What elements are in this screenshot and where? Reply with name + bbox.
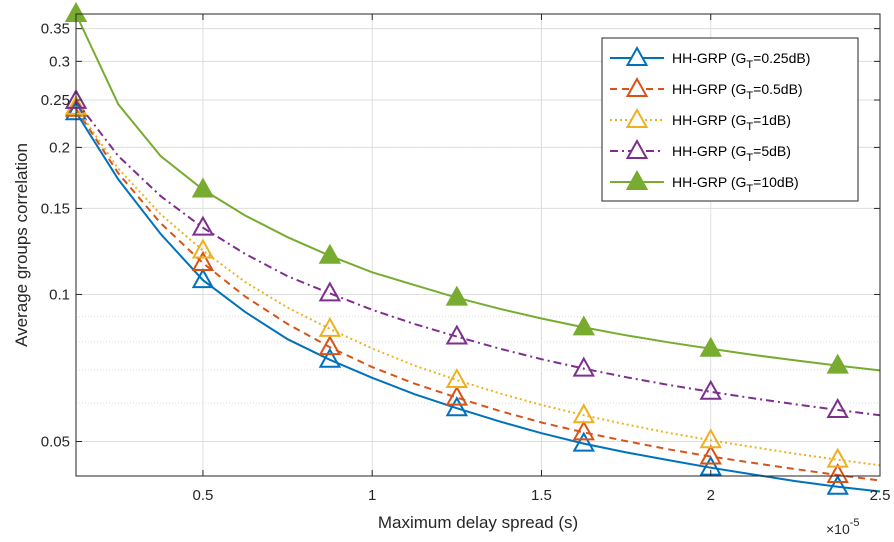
- ticks: 0.05 0.1 0.15 0.2 0.25 0.3 0.35 0.5 1 1.5 2 2.5: [41, 14, 891, 504]
- legend-label-sub: T: [746, 59, 753, 71]
- legend-label-sub: T: [746, 90, 753, 102]
- series-line: [75, 108, 881, 482]
- legend-label-main: HH-GRP (G: [672, 143, 746, 159]
- y-tick-label: 0.15: [41, 200, 70, 217]
- y-tick-label: 0.05: [41, 434, 70, 451]
- legend-label-main: HH-GRP (G: [672, 50, 746, 66]
- legend-label-main: HH-GRP (G: [672, 174, 746, 190]
- legend-marker: [625, 45, 649, 66]
- legend-marker: [625, 138, 649, 159]
- series-marker: [572, 431, 595, 452]
- legend-item: HH-GRP (GT=5dB): [610, 138, 791, 164]
- legend-label: HH-GRP (GT=0.5dB): [672, 81, 803, 102]
- series-marker: [826, 462, 849, 484]
- legend-item: HH-GRP (GT=1dB): [610, 107, 791, 133]
- legend-label-tail: =0.25dB): [753, 50, 810, 66]
- legend-marker: [625, 76, 649, 97]
- series-marker: [826, 474, 849, 495]
- legend-label-tail: =0.5dB): [753, 81, 802, 97]
- series-marker: [191, 250, 215, 271]
- series-marker: [445, 396, 469, 417]
- legend-label-tail: =5dB): [753, 143, 791, 159]
- series-marker: [191, 268, 215, 289]
- series-marker: [699, 444, 722, 465]
- legend-label: HH-GRP (GT=0.25dB): [672, 50, 810, 71]
- series-marker: [191, 238, 215, 259]
- legend-label: HH-GRP (GT=10dB): [672, 174, 799, 195]
- legend-item: HH-GRP (GT=0.5dB): [610, 76, 803, 102]
- x-tick-label: 0.5: [193, 487, 214, 504]
- x-exponent-label: ×10-5: [826, 517, 860, 537]
- legend-marker: [625, 107, 649, 128]
- series-marker: [445, 385, 469, 406]
- plot-frame: [75, 13, 881, 477]
- series-line: [75, 100, 881, 417]
- series-marker: [318, 347, 342, 368]
- series-3: [64, 94, 881, 468]
- series-5: [64, 1, 881, 374]
- y-tick-label: 0.3: [49, 53, 70, 70]
- grid: [76, 14, 881, 476]
- y-tick-label: 0.35: [41, 21, 70, 38]
- series-group: [64, 1, 881, 495]
- series-marker: [826, 353, 849, 374]
- x-tick-label: 2: [707, 487, 715, 504]
- legend: HH-GRP (GT=0.25dB)HH-GRP (GT=0.5dB)HH-GR…: [601, 37, 859, 202]
- y-tick-label: 0.1: [49, 286, 70, 303]
- x-tick-label: 2.5: [870, 487, 891, 504]
- legend-label-sub: T: [746, 121, 753, 133]
- series-marker: [318, 316, 342, 337]
- legend-label-tail: =10dB): [753, 174, 799, 190]
- series-marker: [318, 335, 342, 356]
- series-line: [75, 106, 881, 467]
- series-marker: [445, 324, 469, 345]
- y-axis-title: Average groups correlation: [12, 143, 31, 347]
- legend-label-main: HH-GRP (G: [672, 112, 746, 128]
- series-marker: [572, 356, 595, 377]
- x-exponent-base: ×10: [826, 521, 850, 537]
- legend-label-main: HH-GRP (G: [672, 81, 746, 97]
- series-marker: [699, 379, 722, 400]
- series-marker: [572, 315, 595, 336]
- series-marker: [191, 177, 215, 198]
- x-axis-title: Maximum delay spread (s): [378, 513, 578, 532]
- series-marker: [445, 285, 469, 306]
- series-marker: [572, 403, 595, 424]
- series-marker: [826, 397, 849, 419]
- legend-item: HH-GRP (GT=10dB): [610, 169, 799, 195]
- legend-label-sub: T: [746, 152, 753, 164]
- y-tick-label: 0.2: [49, 139, 70, 156]
- series-marker: [699, 428, 722, 449]
- y-tick-label: 0.25: [41, 92, 70, 109]
- series-marker: [826, 447, 849, 468]
- series-marker: [318, 281, 342, 302]
- series-marker: [445, 368, 469, 389]
- legend-label-tail: =1dB): [753, 112, 791, 128]
- legend-label: HH-GRP (GT=5dB): [672, 143, 791, 164]
- series-marker: [318, 243, 342, 264]
- x-tick-label: 1.5: [531, 487, 552, 504]
- x-exponent-power: -5: [850, 517, 860, 529]
- legend-item: HH-GRP (GT=0.25dB): [610, 45, 810, 71]
- legend-marker: [625, 169, 649, 190]
- x-tick-label: 1: [368, 487, 376, 504]
- series-marker: [191, 215, 215, 236]
- legend-label: HH-GRP (GT=1dB): [672, 112, 791, 133]
- series-marker: [699, 336, 722, 357]
- series-line: [75, 111, 881, 493]
- legend-label-sub: T: [746, 183, 753, 195]
- series-marker: [572, 420, 595, 441]
